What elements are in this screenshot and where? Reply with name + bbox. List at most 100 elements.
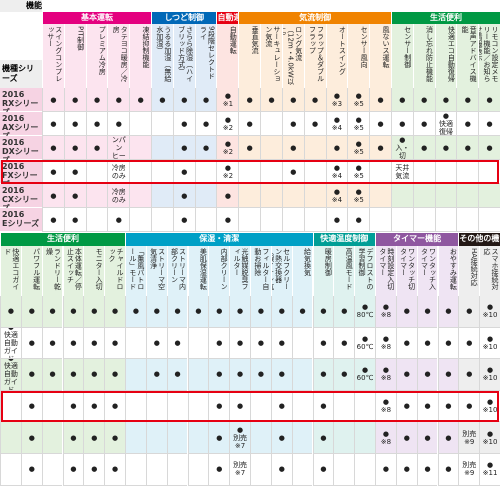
table-cell: ●	[281, 88, 304, 112]
table-cell: ●	[416, 359, 438, 391]
table-cell: ● 快適復帰	[434, 112, 457, 136]
column-header: オートスイング	[325, 24, 348, 88]
table-cell: ●	[63, 136, 86, 160]
table-cell: ●	[395, 454, 417, 486]
table-cell: ● ※8	[375, 327, 396, 360]
column-header: タテヨコ暖房／冷房	[107, 24, 130, 88]
table-cell: ●	[303, 112, 326, 136]
table-cell: ●	[216, 208, 239, 232]
column-header: サーキュレーション気流	[260, 24, 282, 88]
table-cell: ● 80℃	[354, 296, 375, 328]
table-cell	[390, 208, 413, 232]
model-label: 機種シリーズ	[0, 60, 42, 88]
column-header: 音声アドバイス機能	[456, 24, 479, 88]
table-cell: ● ※3	[325, 88, 348, 112]
group-header: その他の機能	[458, 233, 500, 246]
table-cell: ●	[42, 208, 64, 232]
table-cell: ●	[250, 327, 271, 360]
table-cell: ●	[437, 296, 459, 328]
table-cell: ●	[312, 454, 334, 486]
table-cell: ●	[291, 296, 313, 328]
table-cell: ●	[42, 136, 64, 160]
table-cell: ●	[62, 296, 84, 328]
table-cell: ●	[458, 327, 480, 360]
table-cell: ●	[166, 327, 188, 360]
table-cell: ●	[20, 454, 42, 486]
table-cell: ●	[172, 112, 195, 136]
table-cell: ●	[395, 296, 417, 328]
table-cell: ●	[208, 327, 230, 360]
row-label: 2016CXシリーズ	[0, 184, 42, 213]
group-header: タイマー機能	[375, 233, 459, 246]
column-header: 快適エコ自動復帰	[434, 24, 457, 88]
table-cell: ● ※2	[216, 136, 239, 160]
column-header: 自動運転	[216, 24, 239, 88]
column-header: 給気換気	[291, 246, 313, 296]
table-cell: ●	[41, 296, 63, 328]
table-cell: ●	[151, 88, 173, 112]
table-cell: ●	[208, 454, 230, 486]
column-header: スマホ接続対応	[479, 246, 500, 296]
table-cell	[238, 208, 261, 232]
table-cell: ● 快適自動ガイド	[0, 327, 21, 360]
table-cell: ●	[194, 136, 217, 160]
column-header: センサー風向	[347, 24, 370, 88]
table-cell: ●	[107, 208, 130, 232]
row-label-year: 2016	[2, 90, 25, 99]
group-header: しつど制御	[151, 12, 217, 24]
table-cell: ● ※8	[375, 359, 396, 391]
row-label: 2016AXシリーズ	[0, 112, 42, 141]
table-cell: ●	[395, 327, 417, 360]
table-cell: ●	[42, 184, 64, 208]
table-cell	[390, 184, 413, 208]
table-cell	[125, 422, 146, 454]
table-cell: ●	[434, 136, 457, 160]
table-cell: ●	[250, 296, 271, 328]
table-cell: ●	[20, 359, 42, 391]
table-cell: ● 別売 ※7	[229, 422, 250, 454]
table-cell: ●	[194, 88, 217, 112]
table-cell: ●	[281, 136, 304, 160]
table-cell: ●	[369, 88, 391, 112]
table-cell: ●	[333, 296, 355, 328]
table-cell: ●	[145, 327, 167, 360]
column-header: 凍結抑制機能	[129, 24, 152, 88]
table-cell: ●	[125, 296, 146, 328]
table-cell	[260, 112, 282, 136]
table-cell	[369, 184, 391, 208]
table-cell: ●	[229, 327, 250, 360]
table-cell: ●	[238, 88, 261, 112]
table-cell: ●	[238, 136, 261, 160]
function-label: 機能	[0, 0, 42, 12]
table-cell: ●	[281, 112, 304, 136]
table-cell: ●	[145, 359, 167, 391]
table-cell	[129, 112, 152, 136]
table-cell: ●	[42, 112, 64, 136]
table-cell: ●	[172, 88, 195, 112]
table-cell	[303, 136, 326, 160]
column-header: おやすみ運転	[437, 246, 459, 296]
table-cell: 別売 ※9	[458, 422, 480, 454]
table-cell	[412, 208, 435, 232]
table-cell: ●	[208, 296, 230, 328]
column-header: 垂直気流	[238, 24, 261, 88]
table-cell: 別売 ※9	[458, 454, 480, 486]
table-cell	[129, 208, 152, 232]
row-label: 2016 Eシリーズ	[0, 208, 42, 232]
table-cell: ●	[434, 88, 457, 112]
table-cell	[478, 208, 500, 232]
column-header: ワンタッチ切タイマー	[395, 246, 417, 296]
table-cell: ●	[107, 88, 130, 112]
table-cell: ● ※2	[216, 112, 239, 136]
table-cell: ●	[270, 359, 292, 391]
table-cell: ● ※5	[347, 88, 370, 112]
table-cell: ●	[20, 422, 42, 454]
column-header: モニター入切	[83, 246, 105, 296]
table-cell: ●	[85, 112, 108, 136]
table-cell: ●	[172, 136, 195, 160]
table-cell: ●	[0, 296, 21, 328]
column-header: フィルター自動お掃除	[250, 246, 271, 296]
row-label-name: Eシリーズ	[2, 219, 40, 228]
column-header: HA接続対応	[458, 246, 480, 296]
table-cell: ●	[187, 296, 209, 328]
